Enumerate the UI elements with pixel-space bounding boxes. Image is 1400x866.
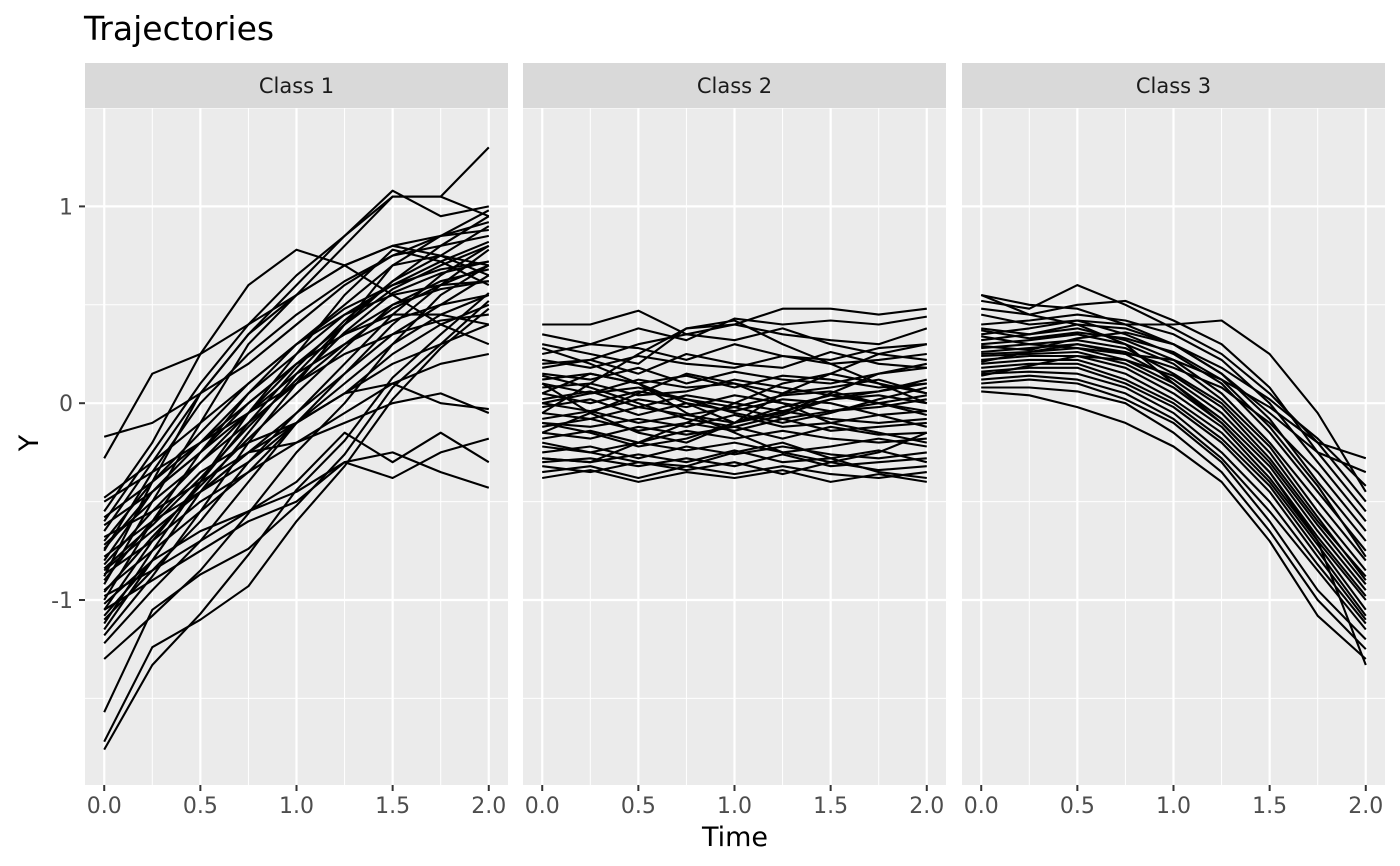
trajectory-line <box>541 323 928 365</box>
x-axis-label: Time <box>701 822 768 853</box>
facet-strip-label: Class 1 <box>259 74 334 98</box>
x-tick-label: 1.0 <box>717 794 752 819</box>
trajectory-line <box>103 195 490 522</box>
trajectory-line <box>103 264 490 660</box>
facet-panel: Class 3 0.0 0.5 1.0 1.5 2.0 <box>962 63 1385 819</box>
x-tick-label: 0.5 <box>1060 794 1095 819</box>
trajectory-line <box>981 390 1367 660</box>
trajectory-line <box>541 386 928 424</box>
trajectory-line <box>542 449 928 464</box>
trajectory-line <box>103 437 490 605</box>
trajectory-line <box>541 374 928 428</box>
trajectory-line <box>981 362 1367 617</box>
trajectory-line <box>981 339 1367 581</box>
trajectory-line <box>980 354 1367 578</box>
trajectory-line <box>542 327 927 369</box>
trajectory-line <box>981 370 1367 625</box>
trajectory-line <box>980 294 1367 666</box>
x-tick-label: 2.0 <box>909 794 944 819</box>
trajectory-line <box>981 378 1367 641</box>
trajectory-line <box>981 350 1367 597</box>
trajectory-line <box>103 248 490 625</box>
facet-panel: Class 1 0.0 0.5 1.0 1.5 2.0 <box>85 63 508 819</box>
y-axis-label: Y <box>14 434 45 452</box>
facet-strip <box>85 63 508 108</box>
x-tick-label: 0.0 <box>87 794 122 819</box>
trajectory-line <box>541 319 928 414</box>
trajectory-line <box>542 437 927 454</box>
trajectory-line <box>981 374 1367 631</box>
series-lines <box>980 284 1367 666</box>
trajectory-line <box>103 431 490 598</box>
x-tick-label: 0.5 <box>183 794 218 819</box>
x-tick-label: 2.0 <box>471 794 506 819</box>
facet-strip <box>523 63 946 108</box>
x-tick-label: 1.5 <box>813 794 848 819</box>
facet-strip-label: Class 2 <box>697 74 772 98</box>
series-lines <box>103 146 490 751</box>
trajectory-line <box>103 260 490 570</box>
trajectory-line <box>103 313 490 550</box>
facet-panel: Class 2 0.0 0.5 1.0 1.5 2.0 <box>523 63 946 819</box>
series-lines <box>541 307 928 483</box>
x-tick-label: 0.5 <box>621 794 656 819</box>
x-tick-label: 1.5 <box>375 794 410 819</box>
y-tick-label: -1 <box>51 589 73 614</box>
x-tick-label: 1.0 <box>1156 794 1191 819</box>
trajectory-line <box>541 372 928 464</box>
trajectory-line <box>981 331 1367 487</box>
x-tick-label: 2.0 <box>1348 794 1383 819</box>
trajectory-line <box>541 315 927 346</box>
y-tick-label: 0 <box>59 392 73 417</box>
trajectory-line <box>542 378 927 397</box>
trajectory-line <box>981 358 1367 611</box>
facet-panels: Class 1 0.0 0.5 1.0 1.5 2.0 Class 2 0.0 0.5 1.0 1.… <box>85 63 1385 819</box>
trajectory-line <box>542 453 927 468</box>
x-tick-label: 1.5 <box>1252 794 1287 819</box>
trajectory-line <box>542 413 928 428</box>
trajectory-line <box>981 329 1367 558</box>
trajectory-line <box>103 254 490 637</box>
trajectory-line <box>541 343 927 361</box>
trajectory-line <box>103 189 490 577</box>
trajectory-line <box>542 417 927 432</box>
x-tick-label: 0.0 <box>525 794 560 819</box>
trajectory-line <box>541 372 928 444</box>
trajectory-line <box>980 313 1367 493</box>
trajectory-line <box>981 333 1367 572</box>
y-axis: -1 0 1 <box>51 195 85 614</box>
x-tick-label: 1.0 <box>279 794 314 819</box>
facet-strip <box>962 63 1385 108</box>
trajectory-line <box>103 451 490 611</box>
trajectory-line <box>981 366 1367 621</box>
x-tick-label: 0.0 <box>964 794 999 819</box>
trajectory-line <box>980 343 1367 532</box>
trajectory-line <box>103 307 490 743</box>
trajectory-line <box>981 319 1367 552</box>
trajectory-line <box>541 441 927 480</box>
trajectory-line <box>981 354 1367 601</box>
trajectory-line <box>542 469 927 483</box>
facet-strip-label: Class 3 <box>1136 74 1211 98</box>
chart-title: Trajectories <box>83 9 274 48</box>
trajectory-line <box>542 445 927 460</box>
trajectory-line <box>103 268 490 593</box>
y-tick-label: 1 <box>59 195 73 220</box>
trajectory-line <box>541 394 927 448</box>
trajectory-line <box>103 292 490 751</box>
trajectory-line <box>103 300 490 713</box>
trajectory-line <box>542 398 927 417</box>
trajectory-line <box>103 234 490 438</box>
trajectory-line <box>981 386 1367 650</box>
trajectory-line <box>103 244 490 459</box>
trajectory-line <box>103 382 489 581</box>
